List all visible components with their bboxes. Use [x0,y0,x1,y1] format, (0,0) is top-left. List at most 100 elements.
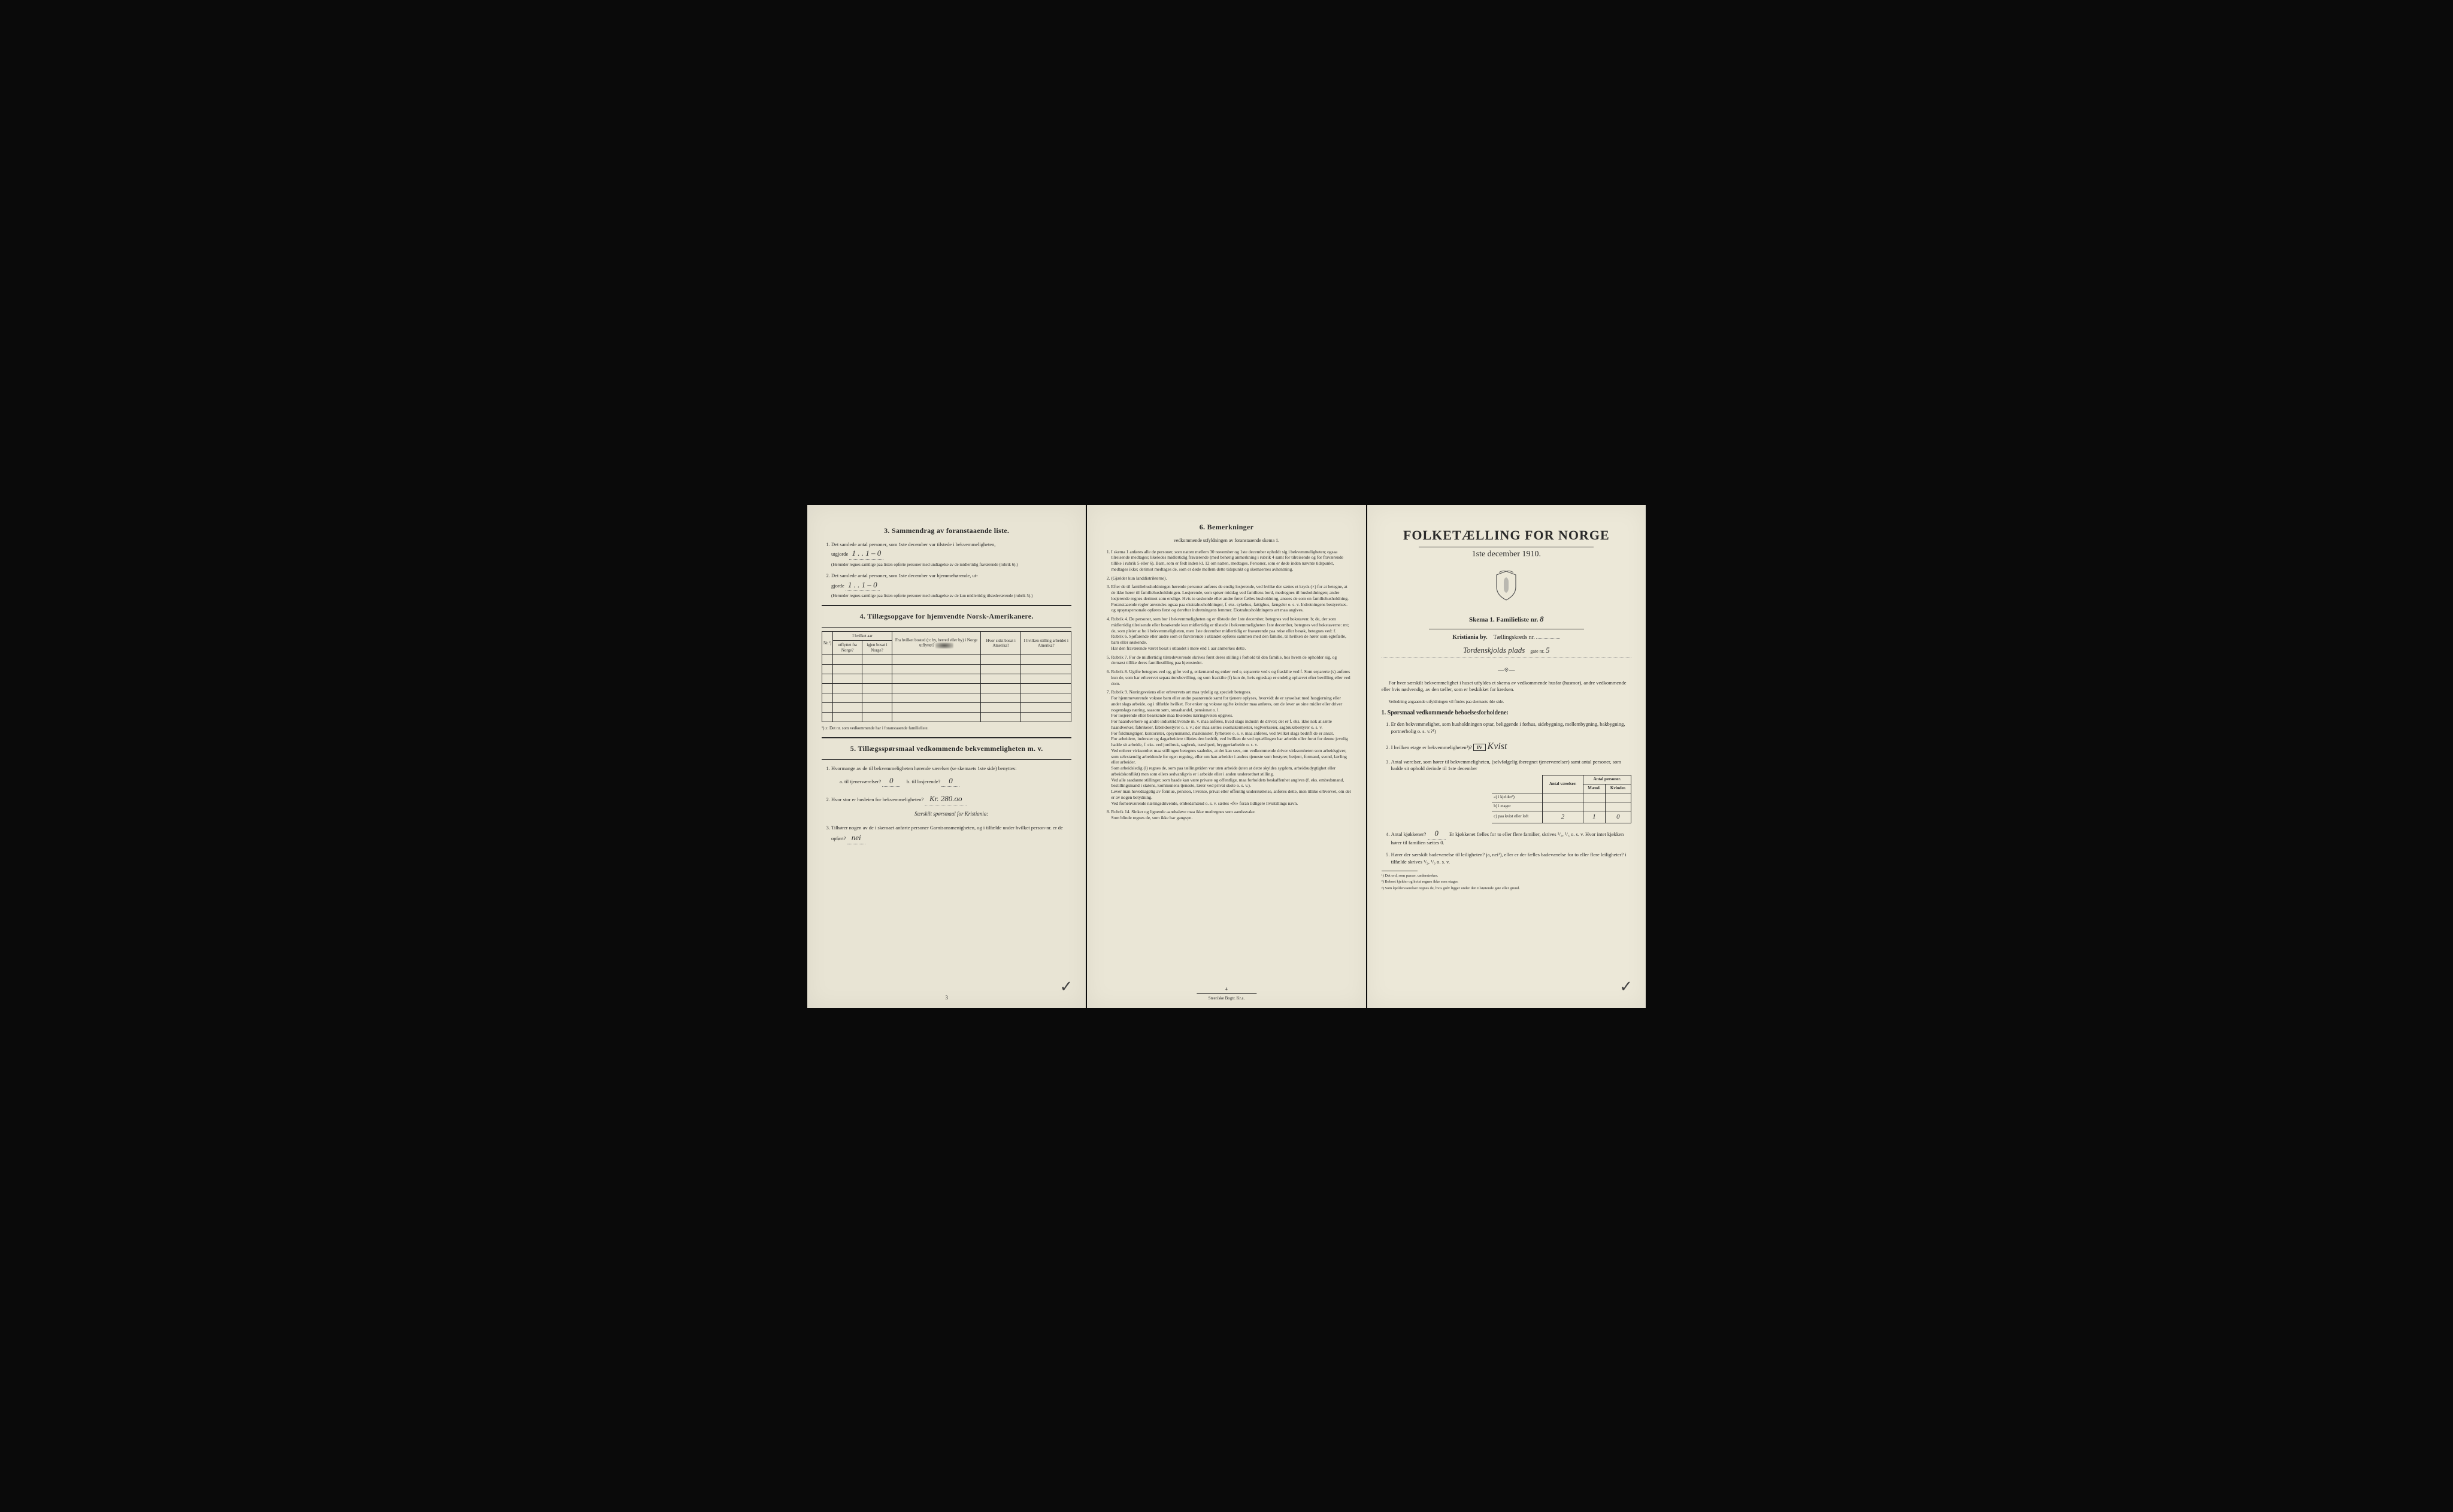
bem-1: I skema 1 anføres alle de personer, som … [1111,549,1351,572]
th-vaerelser: Antal værelser. [1542,775,1583,793]
row-b-m [1583,802,1605,811]
telling-value [1536,638,1560,639]
th-aar: I hvilket aar [833,631,892,640]
telling-label: Tællingskreds nr. [1493,634,1534,641]
section-5-list: Hvormange av de til bekvemmeligheten hør… [822,765,1071,844]
divider [822,737,1071,738]
city-label: Kristiania by. [1452,634,1487,641]
th-maend: Mænd. [1583,784,1605,793]
ink-smudge [935,643,953,649]
r-q5: Hører der særskilt badeværelse til leili… [1391,852,1631,866]
bem-7: Rubrik 9. Næringsveiens eller erhvervets… [1111,689,1351,806]
city-line: Kristiania by. Tællingskreds nr. [1382,634,1631,641]
table-row: c) paa kvist eller loft 2 1 0 [1492,811,1631,823]
s5-q2-value: Kr. 280.oo [925,793,967,805]
s5-q1b-label: b. til losjerende? [907,778,940,784]
row-b-v [1542,802,1583,811]
page-1: FOLKETÆLLING FOR NORGE 1ste december 191… [1367,505,1646,1008]
census-document: 3. Sammendrag av foranstaaende liste. De… [807,505,1646,1008]
row-c-label: c) paa kvist eller loft [1492,811,1542,823]
s5-q1-text: Hvormange av de til bekvemmeligheten hør… [831,765,1016,771]
intro-paragraph: For hver særskilt bekvemmelighet i huset… [1382,680,1631,694]
s5-q1: Hvormange av de til bekvemmeligheten hør… [831,765,1071,787]
bem-6: Rubrik 8. Ugifte betegnes ved ug, gifte … [1111,669,1351,686]
footnote-1: ¹) Det ord, som passer, understrekes. [1382,874,1631,878]
s3-q2-note: (Herunder regnes samtlige paa listen opf… [831,593,1071,599]
table-row: b) i etager [1492,802,1631,811]
table-row [822,693,1071,703]
r-q4-rest: Er kjøkkenet fælles for to eller flere f… [1391,831,1624,846]
printer-credit: Steen'ske Bogtr. Kr.a. [1209,996,1245,1001]
s5-q2-text: Hvor stor er husleien for bekvemmelighet… [831,796,923,802]
street-value: Tordenskjolds plads [1463,646,1525,655]
th-utflyttet: utflyttet fra Norge? [833,641,862,655]
row-a-m [1583,793,1605,802]
main-title: FOLKETÆLLING FOR NORGE [1382,528,1631,543]
th-kvinder: Kvinder. [1605,784,1631,793]
page-number: 4 [1225,987,1228,992]
beboelses-list: Er den bekvemmelighet, som husholdningen… [1382,721,1631,865]
s5-q1b-value: 0 [941,775,959,787]
skema-label: Skema 1. Familieliste nr. [1469,616,1538,623]
bem-4: Rubrik 4. De personer, som bor i bekvemm… [1111,616,1351,652]
r-q4: Antal kjøkkener? 0 Er kjøkkenet fælles f… [1391,828,1631,847]
s3-q2-value: 1 . . 1 – 0 [846,580,880,591]
kristiania-heading: Særskilt spørsmaal for Kristiania: [831,810,1071,819]
coat-of-arms-icon [1382,570,1631,606]
section-1-title: 1. Spørsmaal vedkommende beboelsesforhol… [1382,710,1631,716]
bemerkninger-list: I skema 1 anføres alle de personer, som … [1101,549,1351,821]
s3-q2: Det samlede antal personer, som 1ste dec… [831,572,1071,599]
s4-footnote: ¹) ɔ: Det nr. som vedkommende har i fora… [822,726,1071,731]
section-6-subtitle: vedkommende utfyldningen av foranstaaend… [1101,538,1351,543]
divider [822,627,1071,628]
s3-q1-text: Det samlede antal personer, som 1ste dec… [831,541,995,547]
page-footer: 4 Steen'ske Bogtr. Kr.a. [1087,987,1365,1001]
th-nr: Nr.¹) [822,631,833,655]
bem-3: Efter de til familiehusholdningen hørend… [1111,584,1351,613]
section-6-title: 6. Bemerkninger [1101,523,1351,532]
row-c-v: 2 [1542,811,1583,823]
gate-label: gate nr. [1530,649,1545,654]
vaerelser-table: Antal værelser. Antal personer. Mænd. Kv… [1492,775,1631,823]
table-row: a) i kjelder³) [1492,793,1631,802]
s5-q3-text: Tilhører nogen av de i skemaet anførte p… [831,825,1063,841]
r-q4-value: 0 [1428,828,1446,840]
table-row [822,655,1071,665]
th-personer: Antal personer. [1583,775,1631,784]
r-q2-text: I hvilken etage er bekvemmeligheten²)? [1391,744,1472,750]
intro-note: Veiledning angaaende utfyldningen vil fi… [1382,699,1631,705]
page-number: 3 [945,995,948,1001]
row-c-k: 0 [1605,811,1631,823]
th-igjen: igjen bosat i Norge? [862,641,892,655]
section-3-list: Det samlede antal personer, som 1ste dec… [822,541,1071,599]
table-row [822,665,1071,674]
r-q2-hand: Kvist [1488,741,1507,752]
row-a-label: a) i kjelder³) [1492,793,1542,802]
r-q4-label: Antal kjøkkener? [1391,831,1427,837]
checkmark-icon: ✓ [1619,978,1633,996]
familieliste-nr: 8 [1540,614,1544,623]
bem-8: Rubrik 14. Sinker og lignende aandssløve… [1111,809,1351,821]
s3-q1-value: 1 . . 1 – 0 [849,548,883,559]
footnote-3: ³) Som kjeldervaerelser regnes de, hvis … [1382,886,1631,891]
section-4-title: 4. Tillægsopgave for hjemvendte Norsk-Am… [822,612,1071,621]
bem-2: (Gjælder kun landdistrikterne). [1111,575,1351,581]
ornament-icon: ―※― [1382,667,1631,674]
checkmark-icon: ✓ [1060,978,1073,996]
section-3-title: 3. Sammendrag av foranstaaende liste. [822,526,1071,535]
norsk-amerikanere-table: Nr.¹) I hvilket aar Fra hvilket bosted (… [822,631,1071,722]
row-a-k [1605,793,1631,802]
street-line: Tordenskjolds plads gate nr. 5 [1382,646,1631,657]
bem-5: Rubrik 7. For de midlertidig tilstedevær… [1111,655,1351,666]
s5-q1a-label: a. til tjenerværelser? [840,778,881,784]
s5-q1a-value: 0 [882,775,900,787]
s5-q1-sub: a. til tjenerværelser? 0 b. til losjeren… [840,775,1071,787]
s3-q2-text: Det samlede antal personer, som 1ste dec… [831,572,978,578]
skema-line: Skema 1. Familieliste nr. 8 [1382,614,1631,624]
footnote-2: ²) Beboet kjelder og kvist regnes ikke s… [1382,880,1631,884]
table-row [822,674,1071,684]
th-bosted: Fra hvilket bosted (ɔ: by, herred eller … [892,631,980,655]
s3-q1-note: (Herunder regnes samtlige paa listen opf… [831,562,1071,568]
row-b-label: b) i etager [1492,802,1542,811]
row-c-m: 1 [1583,811,1605,823]
